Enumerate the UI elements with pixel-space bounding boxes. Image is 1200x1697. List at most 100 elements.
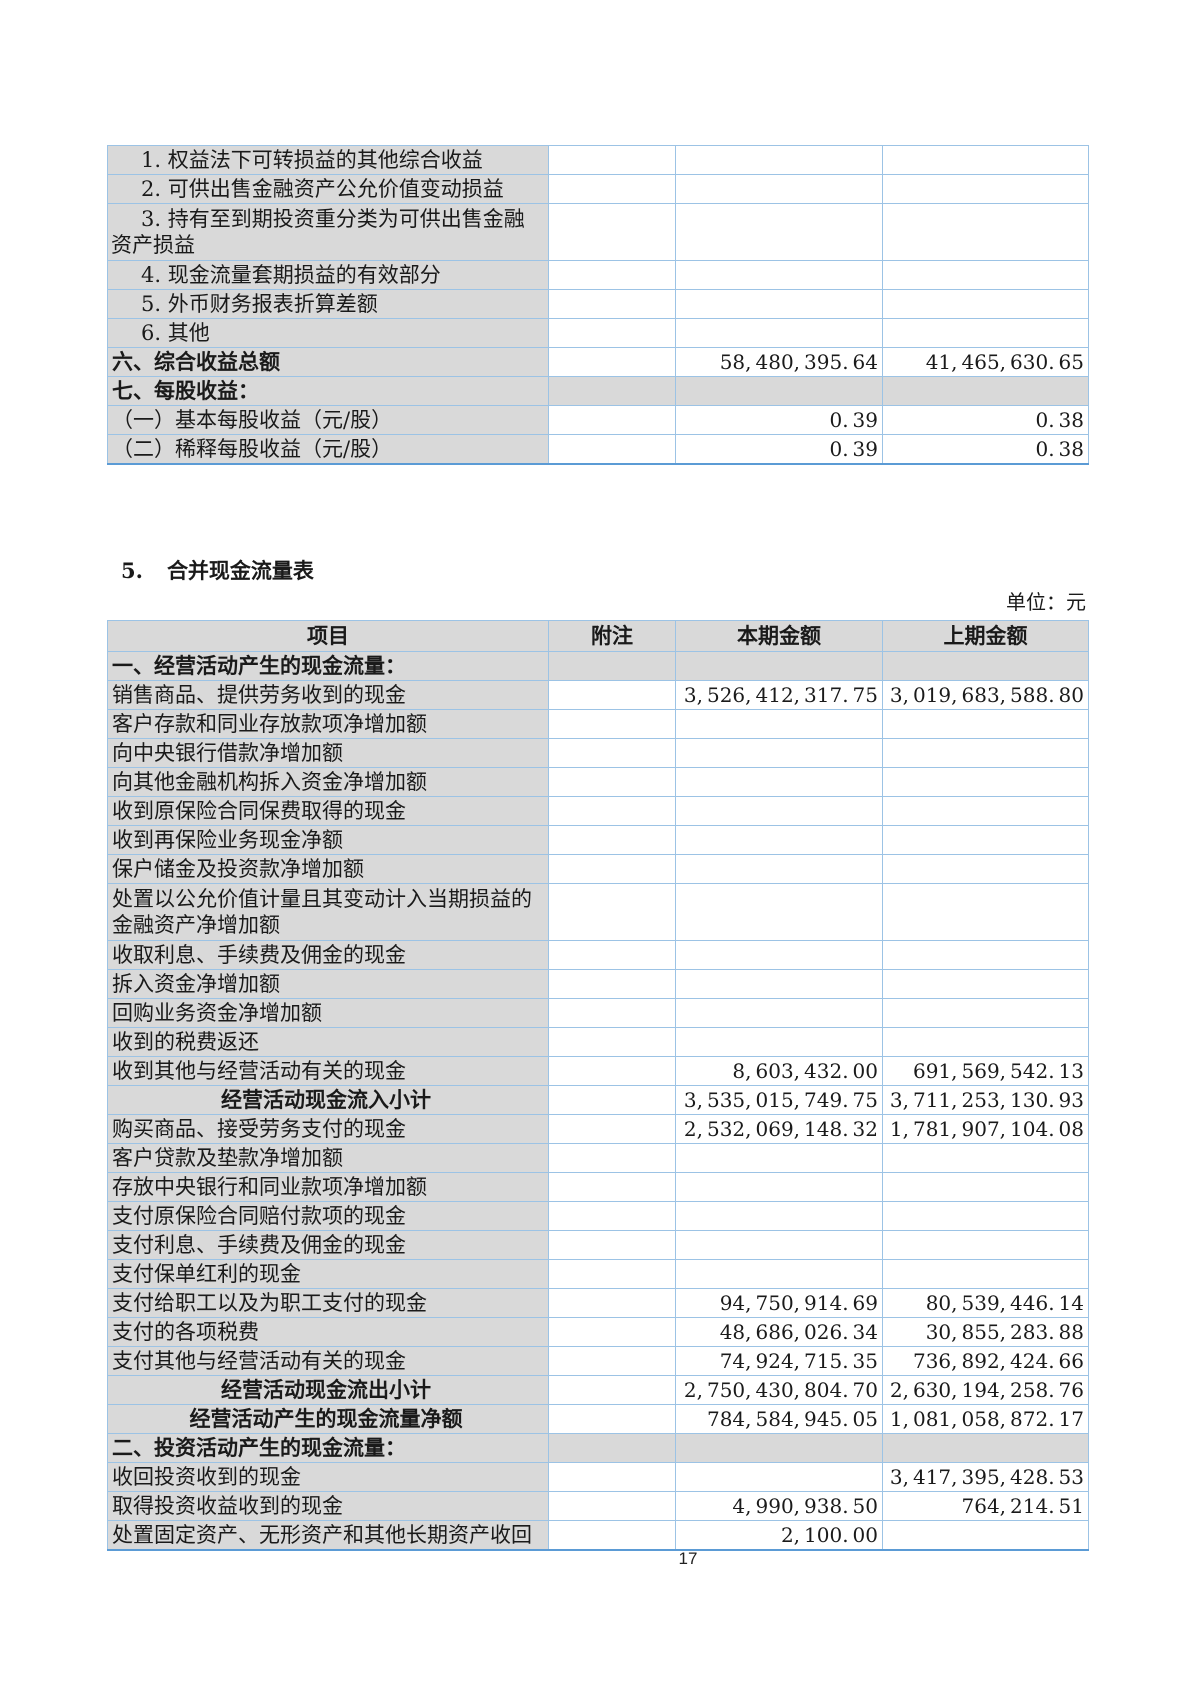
note-cell bbox=[548, 1288, 676, 1318]
previous-amount-cell bbox=[882, 1230, 1089, 1260]
note-cell bbox=[548, 289, 676, 319]
current-amount-cell bbox=[675, 376, 883, 406]
previous-amount-cell bbox=[882, 203, 1089, 261]
note-cell bbox=[548, 969, 676, 999]
row-label-cell: 3. 持有至到期投资重分类为可供出售金融资产损益 bbox=[107, 203, 549, 261]
table-row: 经营活动产生的现金流量净额 784, 584, 945. 05 1, 081, 05… bbox=[107, 1404, 1089, 1434]
table-row: 向中央银行借款净增加额 bbox=[107, 738, 1089, 768]
table-row: 5. 外币财务报表折算差额 bbox=[107, 289, 1089, 319]
table-row: 收到原保险合同保费取得的现金 bbox=[107, 796, 1089, 826]
note-cell bbox=[548, 1172, 676, 1202]
previous-amount-cell bbox=[882, 376, 1089, 406]
note-cell bbox=[548, 1027, 676, 1057]
previous-amount-cell bbox=[882, 1201, 1089, 1231]
current-amount-cell: 3, 535, 015, 749. 75 bbox=[675, 1085, 883, 1115]
previous-amount-cell bbox=[882, 825, 1089, 855]
cashflow-table: 项目 附注 本期金额 上期金额 一、经营活动产生的现金流量： 销售商品、提供劳务收… bbox=[107, 620, 1089, 1551]
row-label-cell: 支付其他与经营活动有关的现金 bbox=[107, 1346, 549, 1376]
row-label-cell: （一）基本每股收益（元/股） bbox=[107, 405, 549, 435]
table-row: 客户存款和同业存放款项净增加额 bbox=[107, 709, 1089, 739]
previous-amount-cell: 0. 38 bbox=[882, 405, 1089, 435]
row-label-cell: 5. 外币财务报表折算差额 bbox=[107, 289, 549, 319]
note-cell bbox=[548, 651, 676, 681]
note-cell bbox=[548, 1114, 676, 1144]
note-cell bbox=[548, 738, 676, 768]
row-label-cell: 收到其他与经营活动有关的现金 bbox=[107, 1056, 549, 1086]
previous-amount-cell bbox=[882, 969, 1089, 999]
table-row: 支付保单红利的现金 bbox=[107, 1259, 1089, 1289]
table-row: 2. 可供出售金融资产公允价值变动损益 bbox=[107, 174, 1089, 204]
previous-amount-cell: 691, 569, 542. 13 bbox=[882, 1056, 1089, 1086]
note-cell bbox=[548, 1433, 676, 1463]
col-header-item: 项目 bbox=[107, 620, 549, 652]
current-amount-cell bbox=[675, 318, 883, 348]
current-amount-cell bbox=[675, 940, 883, 970]
table-row: 拆入资金净增加额 bbox=[107, 969, 1089, 999]
previous-amount-cell bbox=[882, 883, 1089, 941]
note-cell bbox=[548, 174, 676, 204]
previous-amount-cell bbox=[882, 1520, 1089, 1551]
note-cell bbox=[548, 318, 676, 348]
previous-amount-cell: 3, 711, 253, 130. 93 bbox=[882, 1085, 1089, 1115]
unit-label: 单位：元 bbox=[1006, 590, 1086, 614]
previous-amount-cell: 30, 855, 283. 88 bbox=[882, 1317, 1089, 1347]
current-amount-cell bbox=[675, 738, 883, 768]
row-label-cell: 经营活动产生的现金流量净额 bbox=[107, 1404, 549, 1434]
previous-amount-cell: 2, 630, 194, 258. 76 bbox=[882, 1375, 1089, 1405]
row-label-cell: 取得投资收益收到的现金 bbox=[107, 1491, 549, 1521]
row-label-cell: 购买商品、接受劳务支付的现金 bbox=[107, 1114, 549, 1144]
current-amount-cell bbox=[675, 1143, 883, 1173]
section-title: 合并现金流量表 bbox=[166, 558, 314, 583]
current-amount-cell bbox=[675, 825, 883, 855]
current-amount-cell bbox=[675, 854, 883, 884]
table-row: 处置以公允价值计量且其变动计入当期损益的金融资产净增加额 bbox=[107, 883, 1089, 941]
table-row: 1. 权益法下可转损益的其他综合收益 bbox=[107, 145, 1089, 175]
row-label-cell: 保户储金及投资款净增加额 bbox=[107, 854, 549, 884]
current-amount-cell: 8, 603, 432. 00 bbox=[675, 1056, 883, 1086]
table-row: 支付的各项税费 48, 686, 026. 34 30, 855, 283. 88 bbox=[107, 1317, 1089, 1347]
row-label-cell: 1. 权益法下可转损益的其他综合收益 bbox=[107, 145, 549, 175]
current-amount-cell: 2, 750, 430, 804. 70 bbox=[675, 1375, 883, 1405]
page-number: 17 bbox=[678, 1549, 698, 1568]
table-row: 收到的税费返还 bbox=[107, 1027, 1089, 1057]
note-cell bbox=[548, 347, 676, 377]
note-cell bbox=[548, 1346, 676, 1376]
current-amount-cell bbox=[675, 174, 883, 204]
table-row: 二、投资活动产生的现金流量： bbox=[107, 1433, 1089, 1463]
current-amount-cell bbox=[675, 1230, 883, 1260]
previous-amount-cell bbox=[882, 738, 1089, 768]
row-label-cell: 客户存款和同业存放款项净增加额 bbox=[107, 709, 549, 739]
table-row: 3. 持有至到期投资重分类为可供出售金融资产损益 bbox=[107, 203, 1089, 261]
table-row: 6. 其他 bbox=[107, 318, 1089, 348]
current-amount-cell bbox=[675, 796, 883, 826]
table-row: 经营活动现金流出小计 2, 750, 430, 804. 70 2, 630, 19… bbox=[107, 1375, 1089, 1405]
previous-amount-cell bbox=[882, 145, 1089, 175]
col-header-note: 附注 bbox=[548, 620, 676, 652]
current-amount-cell bbox=[675, 1201, 883, 1231]
table-row: 经营活动现金流入小计 3, 535, 015, 749. 75 3, 711, 25… bbox=[107, 1085, 1089, 1115]
previous-amount-cell bbox=[882, 1172, 1089, 1202]
note-cell bbox=[548, 376, 676, 406]
row-label-cell: 回购业务资金净增加额 bbox=[107, 998, 549, 1028]
previous-amount-cell bbox=[882, 767, 1089, 797]
previous-amount-cell: 1, 781, 907, 104. 08 bbox=[882, 1114, 1089, 1144]
table-row: 支付原保险合同赔付款项的现金 bbox=[107, 1201, 1089, 1231]
previous-amount-cell bbox=[882, 796, 1089, 826]
table-row: 支付其他与经营活动有关的现金 74, 924, 715. 35 736, 892, … bbox=[107, 1346, 1089, 1376]
note-cell bbox=[548, 998, 676, 1028]
row-label-cell: 4. 现金流量套期损益的有效部分 bbox=[107, 260, 549, 290]
table-row: 取得投资收益收到的现金 4, 990, 938. 50 764, 214. 51 bbox=[107, 1491, 1089, 1521]
note-cell bbox=[548, 1491, 676, 1521]
previous-amount-cell bbox=[882, 940, 1089, 970]
table-row: 4. 现金流量套期损益的有效部分 bbox=[107, 260, 1089, 290]
current-amount-cell bbox=[675, 289, 883, 319]
current-amount-cell: 784, 584, 945. 05 bbox=[675, 1404, 883, 1434]
previous-amount-cell: 3, 417, 395, 428. 53 bbox=[882, 1462, 1089, 1492]
current-amount-cell bbox=[675, 1259, 883, 1289]
table-row: 向其他金融机构拆入资金净增加额 bbox=[107, 767, 1089, 797]
note-cell bbox=[548, 1462, 676, 1492]
current-amount-cell bbox=[675, 1172, 883, 1202]
current-amount-cell: 2, 532, 069, 148. 32 bbox=[675, 1114, 883, 1144]
row-label-cell: 支付保单红利的现金 bbox=[107, 1259, 549, 1289]
